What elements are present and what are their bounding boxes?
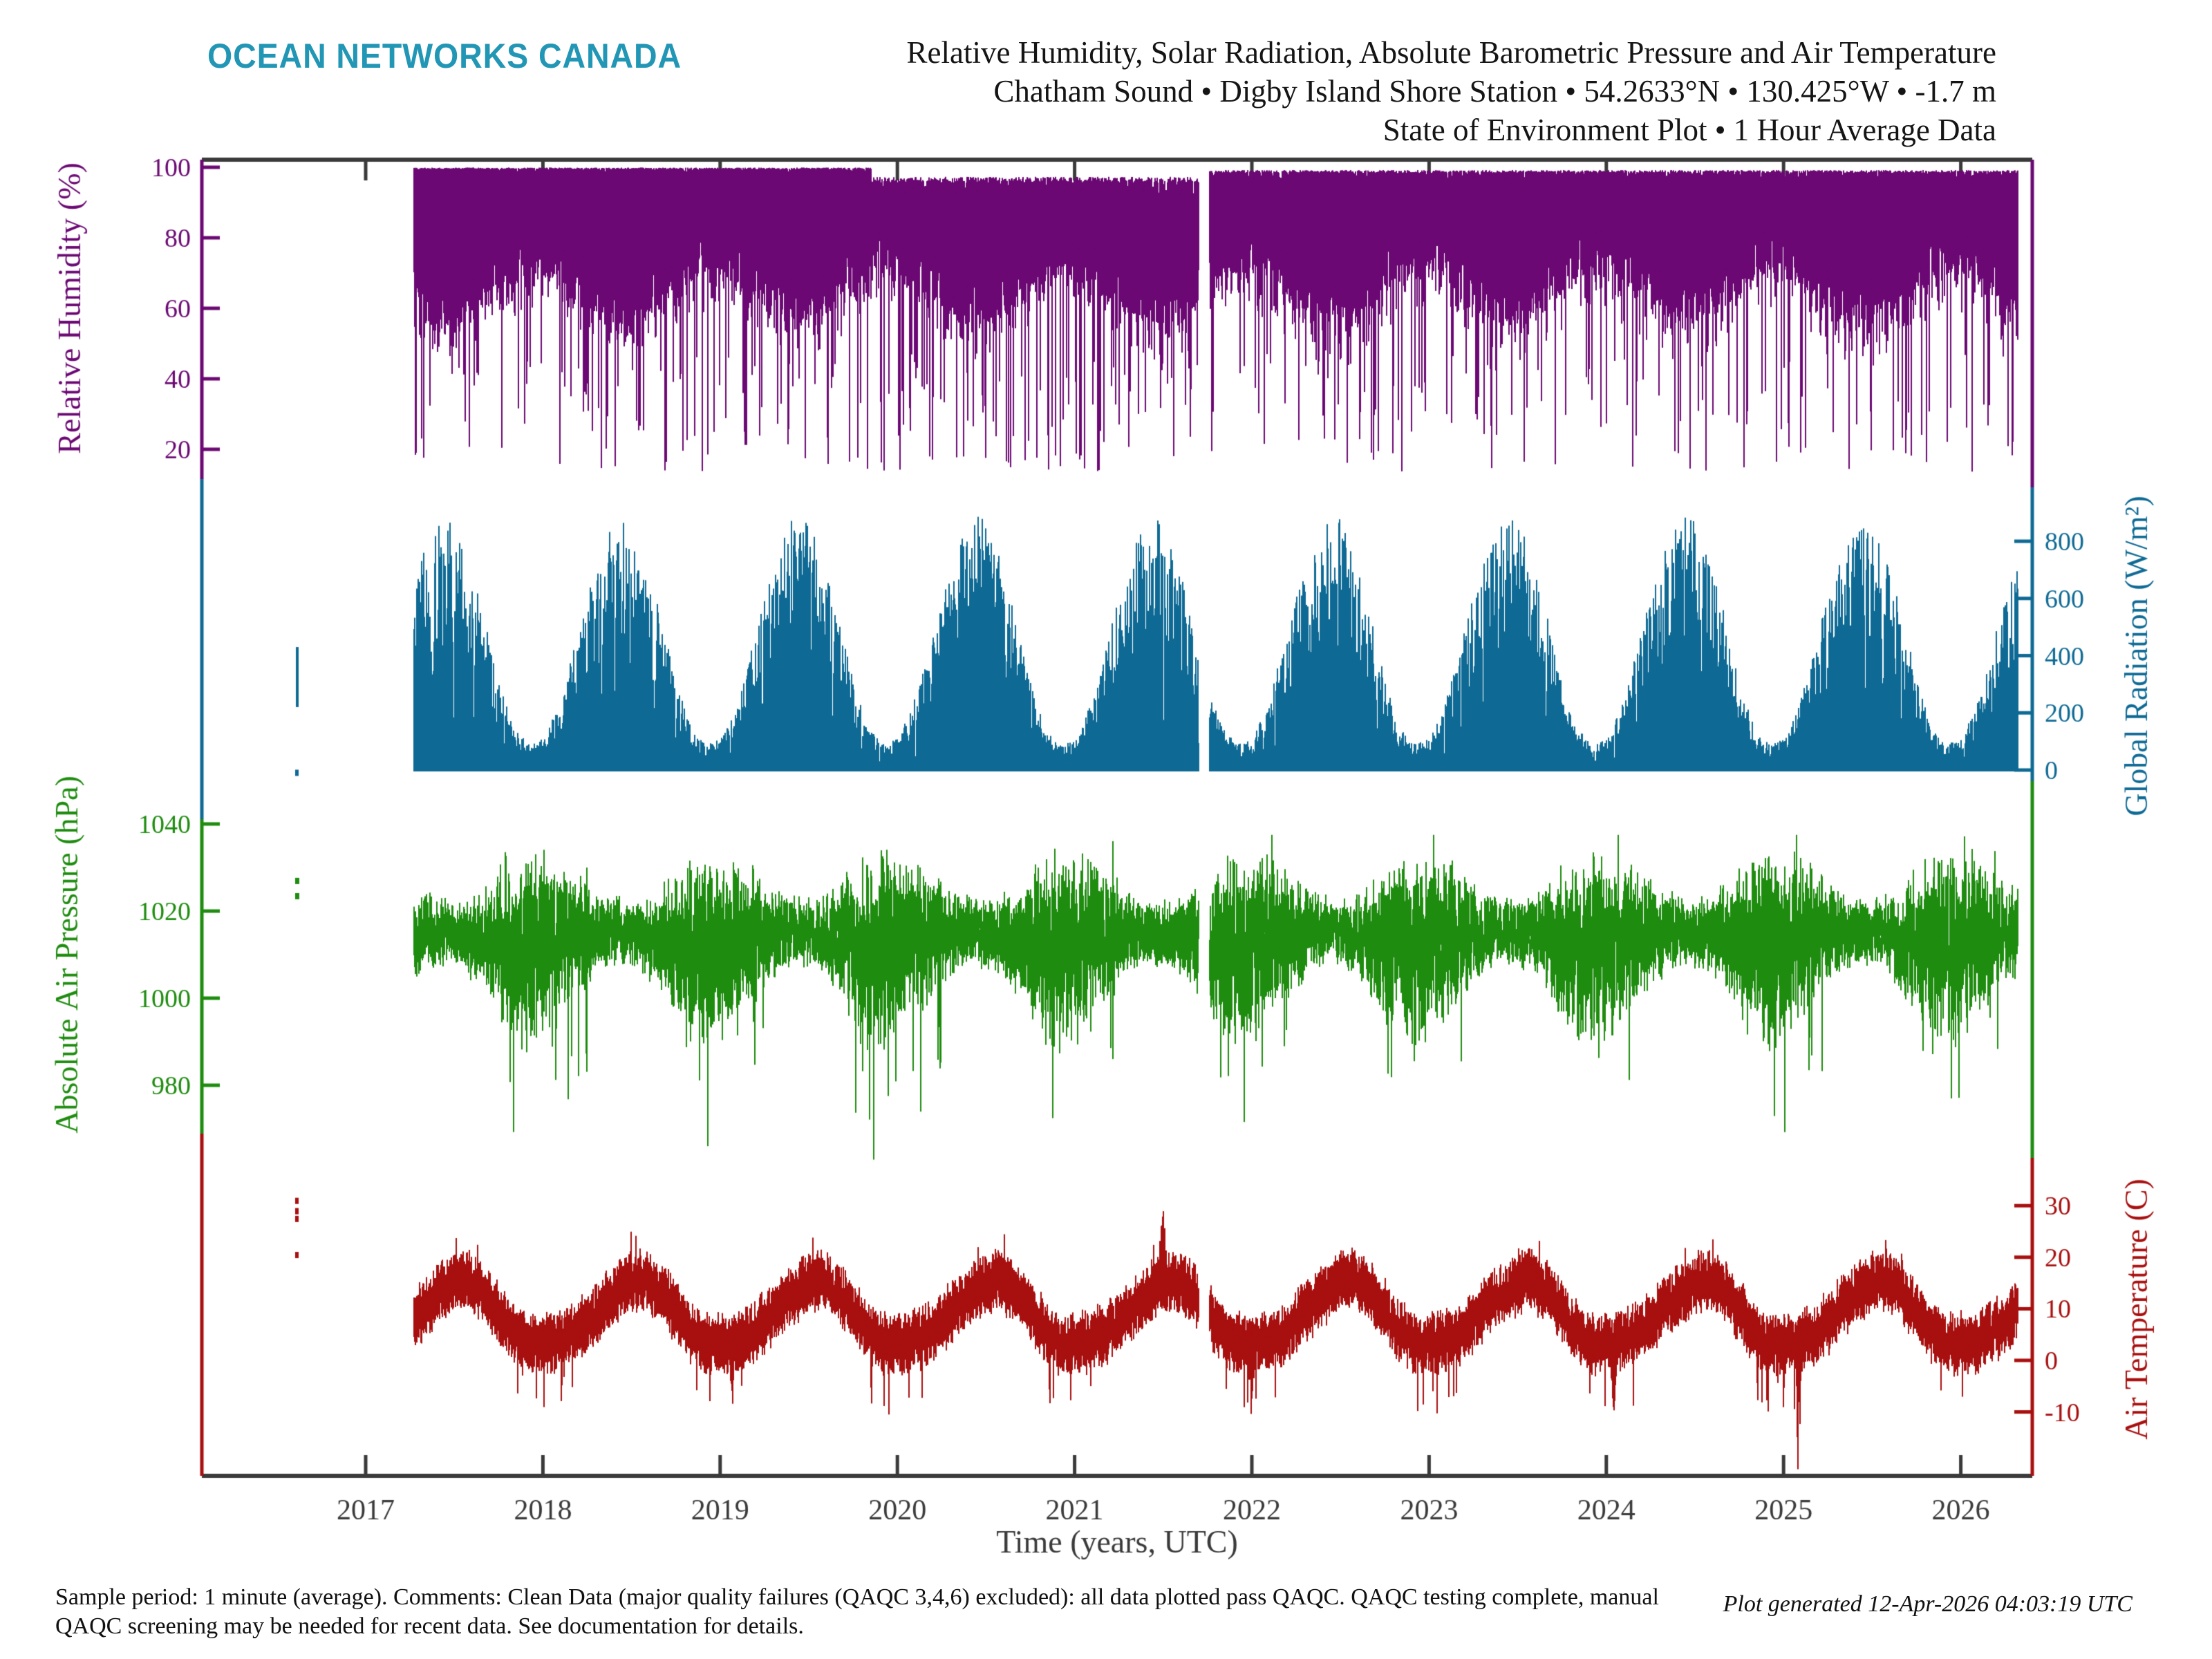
- qaqc-footer-line1: Sample period: 1 minute (average). Comme…: [55, 1584, 1659, 1610]
- plot-title-line3: State of Environment Plot • 1 Hour Avera…: [1382, 113, 1996, 147]
- plot-title-line1: Relative Humidity, Solar Radiation, Abso…: [906, 35, 1997, 70]
- qaqc-footer: Sample period: 1 minute (average). Comme…: [55, 1583, 1659, 1641]
- plot-title-block: Relative Humidity, Solar Radiation, Abso…: [907, 33, 1997, 149]
- qaqc-footer-line2: QAQC screening may be needed for recent …: [55, 1613, 804, 1639]
- plot-generated-timestamp: Plot generated 12-Apr-2026 04:03:19 UTC: [1723, 1591, 2133, 1617]
- plot-title-line2: Chatham Sound • Digby Island Shore Stati…: [993, 74, 1996, 109]
- onc-logo: OCEAN NETWORKS CANADA: [207, 37, 682, 75]
